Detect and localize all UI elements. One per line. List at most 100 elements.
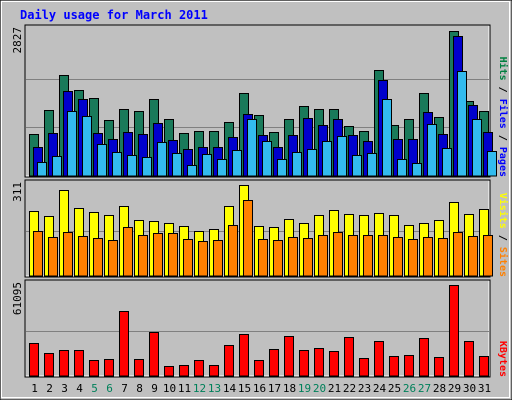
bar-kbytes-22 xyxy=(344,337,354,377)
bar-kbytes-20 xyxy=(314,348,324,377)
bar-pages-10 xyxy=(172,153,182,177)
x-tick-label-6: 6 xyxy=(106,382,113,395)
x-tick-label-2: 2 xyxy=(46,382,53,395)
legend-sites: Sites xyxy=(497,247,509,277)
bar-pages-27 xyxy=(427,124,437,177)
bar-pages-23 xyxy=(367,153,377,177)
bar-pages-5 xyxy=(97,144,107,177)
bar-kbytes-12 xyxy=(194,360,204,377)
panel-3: 61095 KBytes xyxy=(11,279,508,378)
bar-sites-19 xyxy=(303,238,313,277)
bar-kbytes-13 xyxy=(209,365,219,377)
x-tick-label-22: 22 xyxy=(343,382,356,395)
bar-sites-29 xyxy=(453,232,463,277)
bar-sites-28 xyxy=(438,238,448,277)
x-axis-labels: 1 2 3 4 5 6 7 8 9 10 11 12 13 14 15 16 17 18 19 20 21 22 23 24 2… xyxy=(31,382,491,395)
bar-kbytes-2 xyxy=(44,353,54,377)
legend: KBytes xyxy=(497,341,508,377)
y-axis-max-label: 311 xyxy=(11,182,24,202)
x-tick-label-5: 5 xyxy=(91,382,98,395)
bar-kbytes-14 xyxy=(224,345,234,377)
bar-sites-30 xyxy=(468,236,478,277)
bar-sites-4 xyxy=(78,236,88,277)
bar-pages-28 xyxy=(442,148,452,177)
bar-sites-5 xyxy=(93,238,103,277)
bar-sites-24 xyxy=(378,235,388,277)
bar-kbytes-8 xyxy=(134,359,144,377)
legend-separator: / xyxy=(497,129,508,147)
bar-sites-27 xyxy=(423,237,433,277)
x-tick-label-29: 29 xyxy=(448,382,461,395)
x-tick-label-28: 28 xyxy=(433,382,446,395)
legend-separator: / xyxy=(497,81,508,99)
bar-sites-2 xyxy=(48,237,58,277)
bar-pages-29 xyxy=(457,71,467,177)
bar-sites-1 xyxy=(33,231,43,277)
bar-sites-23 xyxy=(363,235,373,277)
bar-pages-13 xyxy=(217,159,227,177)
bar-kbytes-30 xyxy=(464,341,474,377)
panel-1: 2827 Hits / Files / Pages xyxy=(11,24,509,178)
bar-kbytes-15 xyxy=(239,334,249,377)
bar-kbytes-29 xyxy=(449,285,459,377)
x-tick-label-15: 15 xyxy=(238,382,251,395)
bar-pages-7 xyxy=(127,155,137,177)
bar-pages-1 xyxy=(37,162,47,177)
bar-kbytes-7 xyxy=(119,311,129,377)
x-tick-label-11: 11 xyxy=(178,382,191,395)
x-tick-label-24: 24 xyxy=(373,382,387,395)
bar-kbytes-23 xyxy=(359,358,369,377)
bar-sites-10 xyxy=(168,233,178,277)
bar-pages-18 xyxy=(292,152,302,177)
bar-pages-25 xyxy=(397,159,407,177)
x-tick-label-9: 9 xyxy=(151,382,158,395)
bar-kbytes-31 xyxy=(479,356,489,377)
bar-kbytes-1 xyxy=(29,343,39,377)
bar-kbytes-24 xyxy=(374,341,384,377)
bar-pages-11 xyxy=(187,165,197,177)
bar-kbytes-16 xyxy=(254,360,264,377)
x-tick-label-30: 30 xyxy=(463,382,476,395)
legend-visits: Visits xyxy=(497,193,509,229)
bar-pages-2 xyxy=(52,156,62,177)
bar-pages-6 xyxy=(112,152,122,177)
bar-kbytes-28 xyxy=(434,357,444,377)
x-tick-label-3: 3 xyxy=(61,382,68,395)
x-tick-label-21: 21 xyxy=(328,382,341,395)
bar-pages-4 xyxy=(82,116,92,177)
bar-sites-17 xyxy=(273,240,283,277)
bar-sites-26 xyxy=(408,239,418,277)
bar-kbytes-19 xyxy=(299,350,309,377)
panel-2: 311 Visits / Sites xyxy=(11,179,509,278)
x-tick-label-26: 26 xyxy=(403,382,416,395)
bar-pages-19 xyxy=(307,149,317,177)
bar-sites-11 xyxy=(183,239,193,277)
x-tick-label-10: 10 xyxy=(163,382,176,395)
y-axis-max-label: 61095 xyxy=(11,282,24,315)
bar-kbytes-5 xyxy=(89,360,99,377)
bar-pages-17 xyxy=(277,159,287,177)
x-tick-label-8: 8 xyxy=(136,382,143,395)
bar-kbytes-4 xyxy=(74,350,84,377)
bar-pages-15 xyxy=(247,119,257,177)
bar-pages-8 xyxy=(142,157,152,177)
y-axis-max-label: 2827 xyxy=(11,27,24,54)
bar-pages-14 xyxy=(232,150,242,177)
legend-hits: Hits xyxy=(497,57,509,81)
bar-kbytes-25 xyxy=(389,356,399,377)
bar-sites-22 xyxy=(348,235,358,277)
x-tick-label-14: 14 xyxy=(223,382,237,395)
legend-pages: Pages xyxy=(497,147,508,177)
legend: Visits / Sites xyxy=(497,193,509,277)
x-tick-label-17: 17 xyxy=(268,382,281,395)
x-tick-label-13: 13 xyxy=(208,382,221,395)
x-tick-label-25: 25 xyxy=(388,382,401,395)
bar-kbytes-26 xyxy=(404,355,414,377)
x-tick-label-4: 4 xyxy=(76,382,83,395)
bar-kbytes-9 xyxy=(149,332,159,377)
bar-sites-20 xyxy=(318,235,328,277)
bar-sites-15 xyxy=(243,200,253,277)
bar-pages-22 xyxy=(352,155,362,177)
